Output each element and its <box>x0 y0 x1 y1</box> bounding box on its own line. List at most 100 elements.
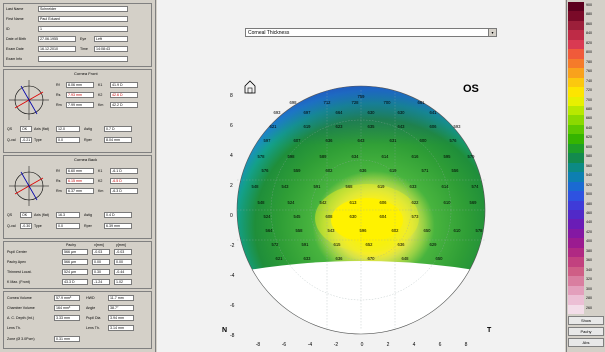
volume-label: HWD <box>86 296 95 300</box>
field-value[interactable]: 0.0 <box>56 223 80 229</box>
scale-mode-button[interactable]: Pachy <box>568 327 604 336</box>
field-label: Rm <box>56 189 62 193</box>
zone-value[interactable]: 0.31 mm <box>54 336 80 342</box>
field-value[interactable]: 6.37 mm <box>66 188 94 194</box>
thickness-value: 619 <box>304 124 312 129</box>
scale-swatch <box>568 68 584 79</box>
thickness-value: 569 <box>470 200 478 205</box>
thickness-map[interactable]: 8 6 4 2 0 -2 -4 -6 -8 -8 -6 -4 -2 0 2 4 6 8 759 698 712 728… <box>157 0 565 352</box>
field-value[interactable]: -0.30 <box>20 223 32 229</box>
field-value[interactable]: -6.1 D <box>110 168 138 174</box>
thickness-value: 633 <box>410 184 418 189</box>
field-label: Type <box>34 224 42 228</box>
field-value[interactable]: 6.39 mm <box>104 223 132 229</box>
patient-field-label: Exam Info <box>6 57 23 61</box>
pupil-row-y[interactable]: 0.00 <box>114 259 132 265</box>
field-value[interactable]: 16.3 <box>56 212 80 218</box>
thickness-value: 616 <box>412 154 420 159</box>
field-value[interactable]: 0.4 D <box>104 212 132 218</box>
x-header: x[mm] <box>94 243 104 247</box>
scale-label: 280 <box>586 296 592 301</box>
field-value[interactable]: 8.04 mm <box>104 137 132 143</box>
field-value[interactable]: OK <box>20 212 32 218</box>
eye-value[interactable]: Left <box>94 36 128 42</box>
scale-mode-button[interactable]: Abs <box>568 338 604 347</box>
thickness-value: 630 <box>368 110 376 115</box>
patient-field-value[interactable]: 27.06.1955 <box>38 36 76 42</box>
field-value[interactable]: 6.60 mm <box>66 168 94 174</box>
pupil-row-value[interactable]: 566 µm <box>62 249 88 255</box>
thickness-value: 631 <box>390 138 398 143</box>
chevron-down-icon[interactable]: ▾ <box>488 29 496 36</box>
patient-field-value[interactable] <box>38 56 128 62</box>
patient-field-label: ID <box>6 27 10 31</box>
thickness-value: 524 <box>264 214 272 219</box>
field-value[interactable]: 0.0 <box>56 137 80 143</box>
field-value[interactable]: 8.06 mm <box>66 82 94 88</box>
time-value[interactable]: 14:08:43 <box>94 46 128 52</box>
scale-label: 820 <box>586 40 592 45</box>
y-tick-label: -6 <box>230 303 235 309</box>
field-value[interactable]: 42.2 D <box>110 102 138 108</box>
field-value[interactable]: 6.15 mm <box>66 178 94 184</box>
thickness-value: 574 <box>472 184 480 189</box>
volume-panel: Cornea Volume 57.9 mm³ HWD 11.7 mm Chamber V… <box>3 291 152 349</box>
thickness-value: 614 <box>382 154 390 159</box>
field-label: Rm <box>56 103 62 107</box>
volume-value[interactable]: 3.94 mm <box>108 315 134 321</box>
pupil-row-y[interactable]: -0.03 <box>114 249 132 255</box>
pupil-row-x[interactable]: -1.24 <box>92 279 110 285</box>
scale-swatch <box>568 58 584 69</box>
field-value[interactable]: -6.3 D <box>110 188 138 194</box>
scale-swatch <box>568 106 584 116</box>
field-value[interactable]: 7.99 mm <box>66 102 94 108</box>
volume-label: Cornea Volume <box>7 296 32 300</box>
pupil-row-x[interactable]: 0.00 <box>92 259 110 265</box>
volume-value[interactable]: 3.14 mm <box>108 325 134 331</box>
scale-swatch <box>568 228 584 239</box>
thickness-value: 543 <box>328 228 336 233</box>
thickness-value: 630 <box>350 214 358 219</box>
field-value[interactable]: -0.21 <box>20 137 32 143</box>
pupil-row-value[interactable]: 566 µm <box>62 259 88 265</box>
thickness-value: 636 <box>360 168 368 173</box>
thickness-value: 578 <box>258 154 266 159</box>
volume-value[interactable]: 38.7° <box>108 305 134 311</box>
volume-value[interactable]: 11.7 mm <box>108 295 134 301</box>
field-value[interactable]: OK <box>20 126 32 132</box>
x-tick-label: -6 <box>282 342 287 348</box>
scale-mode-button[interactable]: Show <box>568 316 604 325</box>
scale-label: 460 <box>586 211 592 215</box>
field-value[interactable]: 0.7 D <box>104 126 132 132</box>
patient-field-value[interactable]: 16.12.2010 <box>38 46 76 52</box>
scale-label: 360 <box>586 258 592 263</box>
scale-swatch <box>568 143 584 154</box>
patient-field-value[interactable]: Paul Eduard <box>38 16 128 22</box>
scale-label: 440 <box>586 220 592 225</box>
field-value[interactable]: 7.93 mm <box>66 92 94 98</box>
field-value[interactable]: 12.0 <box>56 126 80 132</box>
scale-label: 540 <box>586 173 592 178</box>
pupil-row-value[interactable]: 524 µm <box>62 269 88 275</box>
patient-field-value[interactable]: 1 <box>38 26 128 32</box>
field-value[interactable]: 42.6 D <box>110 92 138 98</box>
volume-value[interactable]: 164 mm³ <box>54 305 80 311</box>
map-area: Corneal Thickness ▾ <box>157 0 565 352</box>
volume-value[interactable]: 3.33 mm <box>54 315 80 321</box>
home-icon[interactable] <box>244 80 256 94</box>
field-label: QS <box>7 127 13 131</box>
patient-field-value[interactable]: Schneider <box>38 6 128 12</box>
color-scale-panel: 900 880 860 840 820 800 780 760 740 720 700 680 660 6… <box>566 0 605 352</box>
pupil-row-y[interactable]: 1.02 <box>114 279 132 285</box>
time-label: Time <box>80 47 88 51</box>
field-value[interactable]: -6.5 D <box>110 178 138 184</box>
field-value[interactable]: 41.9 D <box>110 82 138 88</box>
pupil-row-y[interactable]: -0.44 <box>114 269 132 275</box>
pupil-row-value[interactable]: 43.3 D <box>62 279 88 285</box>
thickness-value: 572 <box>272 242 280 247</box>
map-type-dropdown[interactable]: Corneal Thickness ▾ <box>245 28 497 37</box>
volume-value[interactable]: 57.9 mm³ <box>54 295 80 301</box>
thickness-value: 650 <box>424 228 432 233</box>
pupil-row-x[interactable]: 0.30 <box>92 269 110 275</box>
pupil-row-x[interactable]: -0.03 <box>92 249 110 255</box>
